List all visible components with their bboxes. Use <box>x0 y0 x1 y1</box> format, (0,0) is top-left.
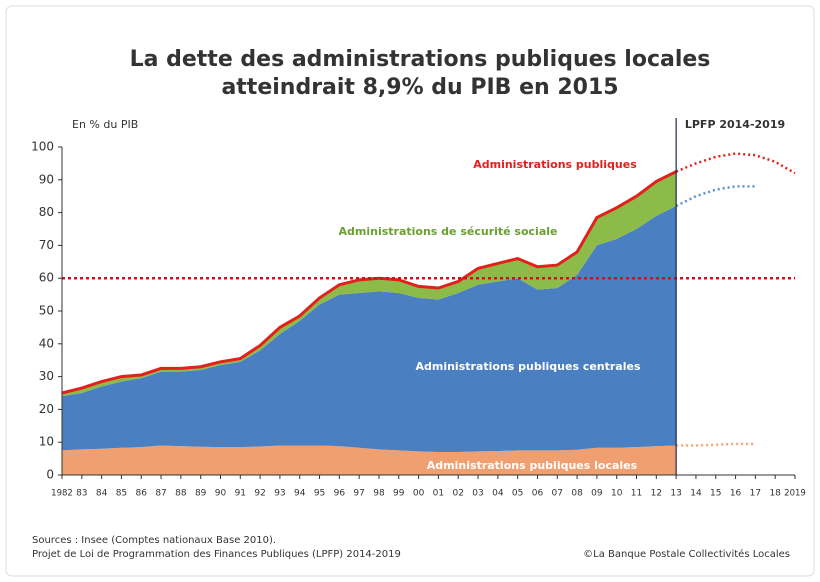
source: Projet de Loi de Programmation des Finan… <box>32 549 401 560</box>
y-tick-label: 10 <box>39 435 54 449</box>
series-label: Administrations publiques <box>473 158 637 171</box>
x-tick-label: 01 <box>433 489 444 499</box>
x-tick-label: 91 <box>235 489 246 499</box>
x-tick-label: 00 <box>413 489 425 499</box>
x-tick-label: 96 <box>334 489 346 499</box>
x-tick-label: 98 <box>373 489 385 499</box>
x-tick-label: 97 <box>353 489 364 499</box>
y-tick-label: 30 <box>39 369 54 383</box>
x-tick-label: 95 <box>314 489 325 499</box>
projection-line <box>676 442 756 447</box>
y-tick-label: 70 <box>39 238 54 252</box>
y-tick-label: 100 <box>31 140 54 154</box>
x-tick-label: 93 <box>274 489 285 499</box>
area <box>62 206 677 453</box>
source: Sources : Insee (Comptes nationaux Base … <box>32 535 276 546</box>
series-label: Administrations de sécurité sociale <box>339 225 558 238</box>
x-tick-label: 09 <box>591 489 603 499</box>
x-tick-label: 05 <box>512 489 523 499</box>
x-tick-label: 1982 <box>51 489 73 499</box>
x-tick-label: 03 <box>472 489 483 499</box>
area <box>62 445 677 475</box>
x-tick-label: 14 <box>690 489 702 499</box>
y-tick-label: 20 <box>39 402 54 416</box>
x-tick-label: 10 <box>611 489 623 499</box>
x-tick-label: 92 <box>254 489 265 499</box>
x-tick-label: 85 <box>116 489 127 499</box>
y-tick-label: 60 <box>39 271 54 285</box>
x-tick-label: 87 <box>155 489 166 499</box>
x-tick-label: 11 <box>631 489 642 499</box>
series-label: Administrations publiques locales <box>427 459 638 472</box>
x-tick-label: 12 <box>651 489 662 499</box>
x-tick-label: 13 <box>670 489 681 499</box>
x-tick-label: 86 <box>136 489 148 499</box>
x-tick-label: 88 <box>175 489 187 499</box>
x-tick-label: 08 <box>571 489 583 499</box>
y-tick-label: 40 <box>39 336 54 350</box>
x-tick-label: 07 <box>552 489 563 499</box>
x-tick-label: 94 <box>294 489 306 499</box>
period-label: LPFP 2014-2019 <box>685 118 785 131</box>
chart-title: atteindrait 8,9% du PIB en 2015 <box>221 75 618 100</box>
x-tick-label: 99 <box>393 489 405 499</box>
x-tick-label: 15 <box>710 489 721 499</box>
x-tick-label: 2019 <box>784 489 806 499</box>
x-tick-label: 04 <box>492 489 504 499</box>
x-tick-label: 02 <box>452 489 463 499</box>
projection-line <box>675 152 796 175</box>
y-tick-label: 80 <box>39 205 54 219</box>
x-tick-label: 17 <box>750 489 761 499</box>
x-tick-label: 18 <box>769 489 781 499</box>
x-tick-label: 90 <box>215 489 227 499</box>
x-tick-label: 83 <box>76 489 87 499</box>
x-tick-label: 16 <box>730 489 742 499</box>
area <box>62 171 677 397</box>
x-tick-label: 89 <box>195 489 207 499</box>
x-tick-label: 84 <box>96 489 108 499</box>
chart-title: La dette des administrations publiques l… <box>130 47 711 72</box>
y-axis-label: En % du PIB <box>72 118 138 131</box>
y-tick-label: 0 <box>46 468 54 482</box>
series-label: Administrations publiques centrales <box>415 360 640 373</box>
x-tick-label: 06 <box>532 489 544 499</box>
y-tick-label: 50 <box>39 304 54 318</box>
copyright: ©La Banque Postale Collectivités Locales <box>583 548 790 560</box>
y-tick-label: 90 <box>39 172 54 186</box>
